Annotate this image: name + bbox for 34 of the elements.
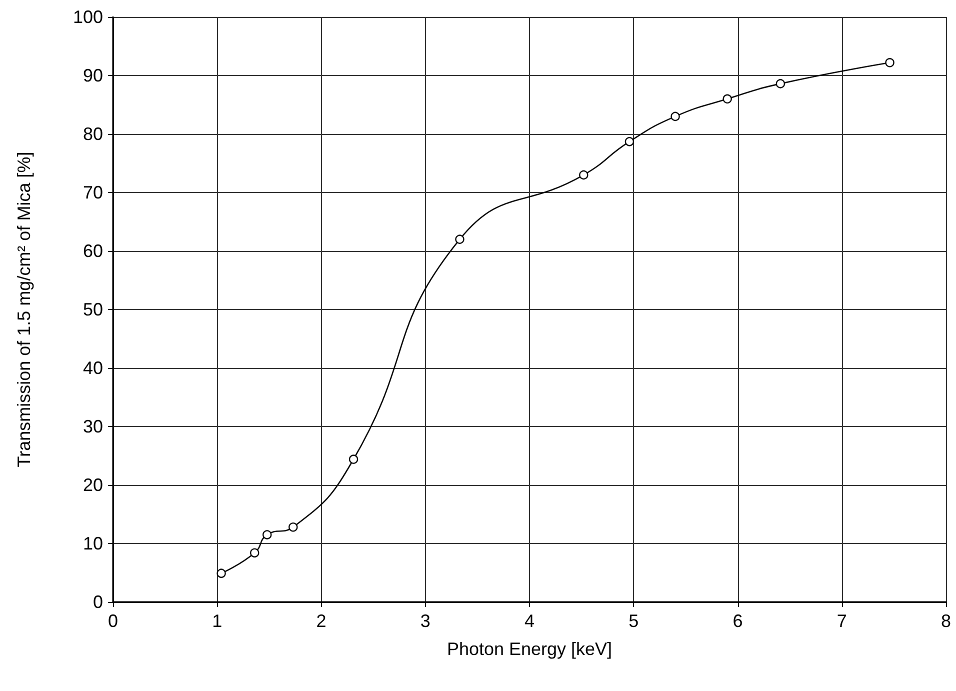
y-tick-label: 30 xyxy=(82,416,103,436)
y-tick-label: 100 xyxy=(72,7,103,27)
x-tick-label: 0 xyxy=(108,611,118,631)
x-tick-label: 7 xyxy=(836,611,847,631)
x-axis-title: Photon Energy [keV] xyxy=(446,639,612,659)
point xyxy=(579,170,588,180)
y-tick-label: 0 xyxy=(92,592,103,612)
x-tick-label: 2 xyxy=(316,611,326,631)
y-tick-label: 70 xyxy=(82,182,103,202)
point xyxy=(216,568,226,578)
point xyxy=(262,530,272,540)
point xyxy=(250,548,260,558)
point xyxy=(348,454,358,464)
point xyxy=(670,112,680,122)
point xyxy=(455,234,464,244)
y-tick-label: 50 xyxy=(82,300,103,320)
y-tick-label: 10 xyxy=(82,534,103,554)
y-tick-label: 20 xyxy=(82,475,103,495)
x-tick-label: 8 xyxy=(940,611,952,631)
x-tick-label: 4 xyxy=(524,611,535,631)
point xyxy=(722,94,732,104)
y-tick-label: 80 xyxy=(82,124,103,144)
point xyxy=(624,137,634,146)
y-tick-label: 40 xyxy=(82,358,103,378)
point xyxy=(288,522,298,532)
x-tick-label: 1 xyxy=(212,611,222,631)
x-tick-label: 3 xyxy=(420,611,430,631)
y-tick-label: 90 xyxy=(82,66,103,86)
y-tick-label: 60 xyxy=(82,241,103,261)
point xyxy=(885,58,894,68)
point xyxy=(776,79,786,88)
x-tick-label: 6 xyxy=(732,611,743,631)
x-tick-label: 5 xyxy=(628,611,639,631)
y-axis-title: Transmission of 1.5 mg/cm² of Mica [%] xyxy=(14,152,34,468)
